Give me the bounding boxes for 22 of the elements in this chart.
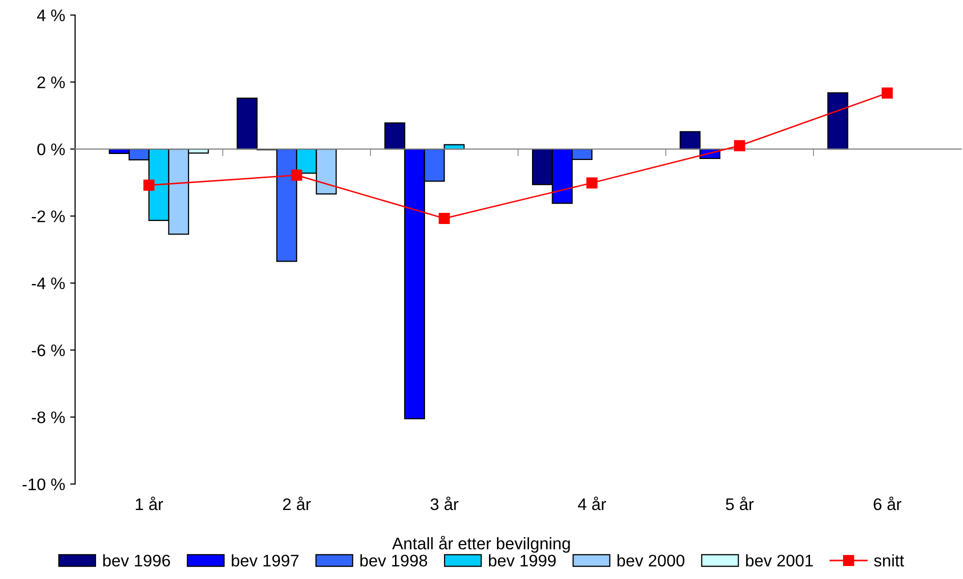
y-tick-label: -8 % [32,411,65,424]
x-tick-label: 2 år [283,496,311,510]
x-tick-label: 6 år [874,496,902,510]
x-tick-label: 4 år [578,496,606,510]
y-tick-label: 2 % [38,76,65,88]
x-tick-label: 1 år [136,496,164,510]
x-tick-label: 3 år [430,496,458,510]
legend-label: bev 1998 [360,554,428,566]
legend-label: bev 1999 [488,554,556,566]
legend-label: bev 2000 [618,554,684,566]
y-tick-label: -6 % [32,344,65,356]
legend-label: snitt [874,554,904,566]
y-tick-label: -2 % [32,210,65,222]
legend-label: bev 1996 [103,554,170,566]
y-tick-label: 0 % [37,143,65,156]
y-tick-label: -10 % [22,478,65,490]
y-tick-label: 4 % [37,10,65,22]
x-tick-label: 5 år [726,496,754,510]
legend-label: bev 2001 [746,554,813,566]
y-tick-label: -4 % [32,278,65,290]
legend-label: bev 1997 [232,554,298,566]
x-axis-title: Antall år etter bevilgning [392,536,570,553]
